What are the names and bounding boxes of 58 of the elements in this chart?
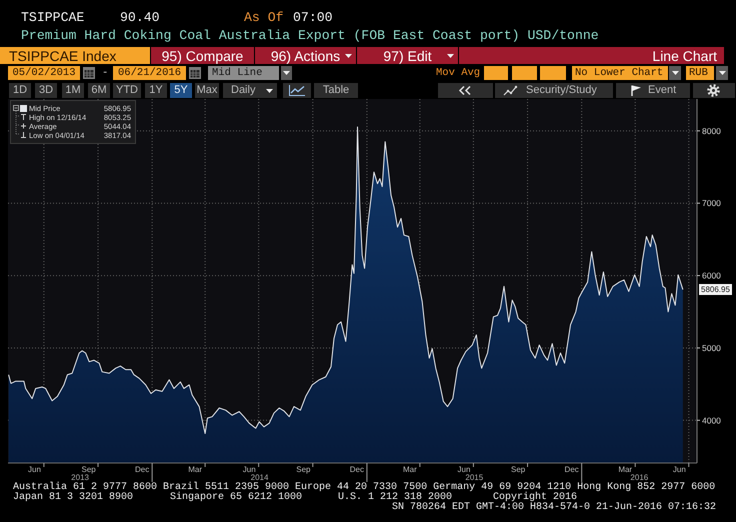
y-tick-label: 7000 bbox=[702, 198, 722, 208]
ticker-field: TSIPPCAE Index bbox=[0, 47, 150, 64]
text: - bbox=[102, 66, 108, 80]
x-tick-label: Dec bbox=[135, 465, 150, 474]
x-tick-label: Jun bbox=[458, 465, 470, 474]
x-tick-label: Mar bbox=[188, 465, 202, 474]
x-tick-label: Jun bbox=[672, 465, 686, 474]
y-tick-label: 4000 bbox=[702, 415, 722, 426]
text: 2013 bbox=[71, 473, 89, 482]
text: U.S. 1 212 318 2000 bbox=[338, 492, 452, 503]
x-tick-label: Mar bbox=[618, 465, 632, 474]
toolbar-button: Table bbox=[314, 83, 358, 98]
annotation: 5806.95 bbox=[699, 284, 732, 296]
dropdown-field: Mid Line bbox=[208, 66, 279, 80]
x-tick-label: Dec bbox=[350, 465, 364, 474]
text: Japan 81 3 3201 8900 bbox=[13, 492, 134, 503]
x-tick-label: Sep bbox=[296, 465, 312, 474]
menu-button: 96) Actions bbox=[255, 47, 356, 64]
text: SN 780264 EDT GMT-4:00 H834-574-0 21-Jun-2016 07:16:32 bbox=[392, 502, 716, 513]
menu-button: 97) Edit bbox=[357, 47, 458, 64]
y-tick-label: 6000 bbox=[702, 270, 722, 281]
x-tick-label: Jun bbox=[28, 465, 41, 474]
text: Australia 61 2 9777 8600 Brazil 5511 2395 9000 Europe 44 20 7330 7500 Germany 49 69 9204 1210 Hong Kong 852 2977 6000 bbox=[13, 482, 716, 493]
y-tick-label: 8000 bbox=[702, 126, 722, 136]
text: 2015 bbox=[465, 473, 484, 482]
text: As Of bbox=[244, 10, 284, 26]
period-button: YTD bbox=[113, 83, 141, 98]
toolbar-button: Security/Study bbox=[495, 83, 613, 98]
text: 2014 bbox=[250, 473, 268, 482]
chart-title: Premium Hard Coking Coal Australia Export (FOB East Coast port) USD/tonne bbox=[21, 28, 599, 44]
date-field: 06/21/2016 bbox=[113, 66, 186, 80]
x-tick-label: Sep bbox=[511, 465, 526, 474]
period-button: 6M bbox=[88, 83, 110, 98]
text: 2016 bbox=[630, 473, 648, 482]
date-field: 05/02/2013 bbox=[8, 66, 80, 80]
dropdown-field: RUB bbox=[686, 66, 714, 80]
x-tick-label: Mar bbox=[402, 465, 418, 474]
period-button: 1Y bbox=[145, 83, 167, 98]
period-button: Max bbox=[195, 83, 219, 98]
text: Copyright 2016 bbox=[493, 492, 578, 503]
period-button: 1D bbox=[9, 83, 31, 98]
menu-button: 95) Compare bbox=[151, 47, 254, 64]
chart-type-bar: Line Chart bbox=[459, 47, 724, 64]
text: Singapore 65 6212 1000 bbox=[170, 492, 302, 503]
text: 90.40 bbox=[120, 10, 160, 26]
x-tick-label: Dec bbox=[564, 465, 579, 474]
period-button: 5Y bbox=[170, 83, 192, 98]
dropdown-field: No Lower Chart bbox=[572, 66, 668, 80]
dropdown-button: Daily bbox=[223, 83, 277, 98]
y-tick-label: 5000 bbox=[702, 342, 722, 353]
toolbar-button: Event bbox=[616, 83, 690, 98]
x-tick-label: Sep bbox=[81, 465, 96, 474]
period-button: 1M bbox=[62, 83, 84, 98]
text: TSIPPCAE bbox=[21, 10, 84, 26]
period-button: 3D bbox=[35, 83, 57, 98]
text: Mov Avg bbox=[436, 66, 480, 80]
text: 07:00 bbox=[293, 10, 333, 26]
x-tick-label: Jun bbox=[242, 465, 256, 474]
